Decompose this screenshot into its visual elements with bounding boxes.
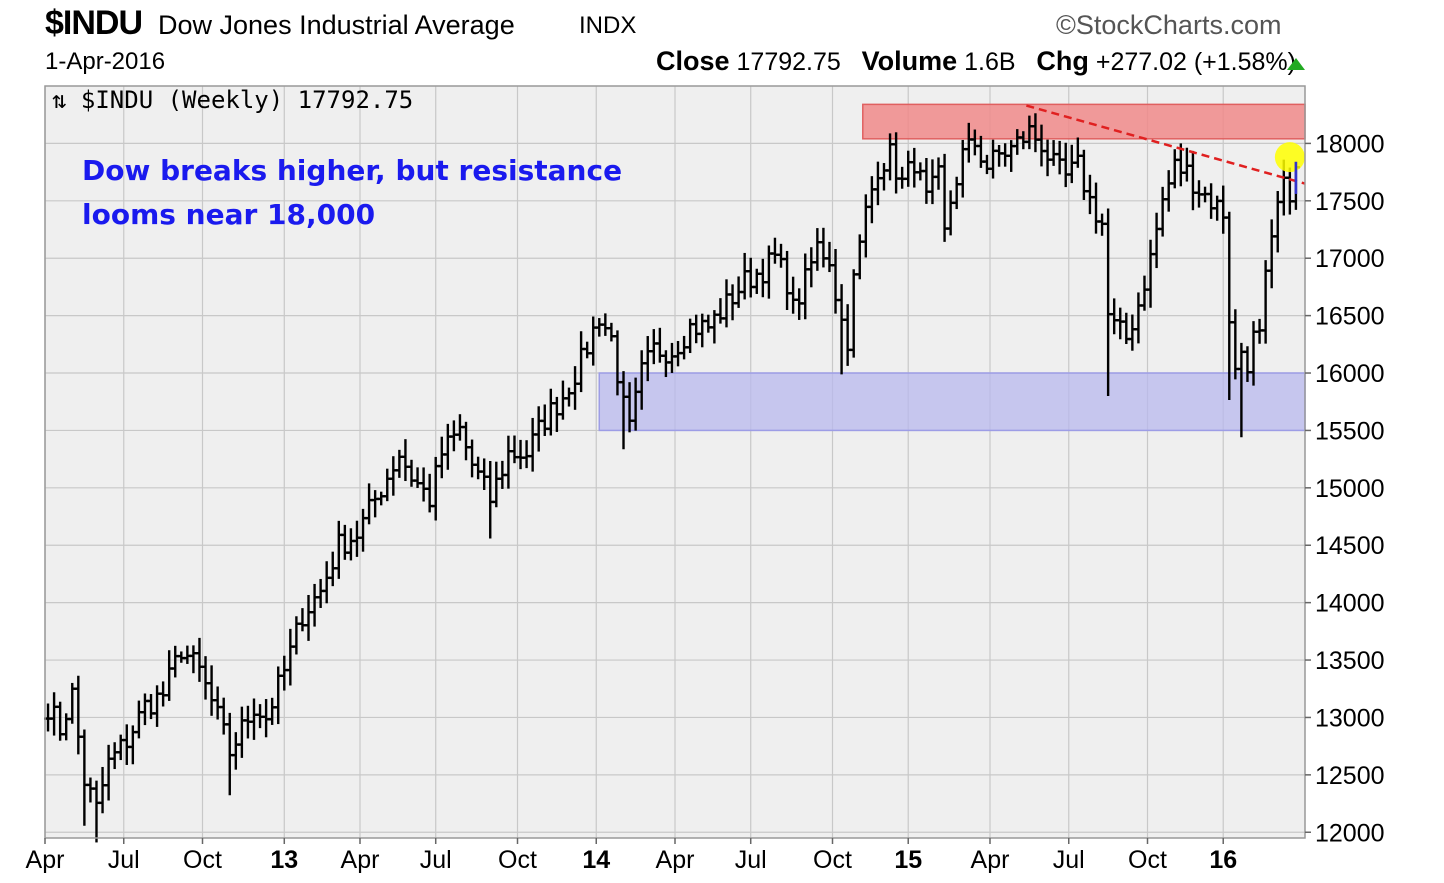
exchange-label: INDX bbox=[579, 12, 637, 39]
y-tick-label: 17500 bbox=[1315, 188, 1385, 216]
chg-label: Chg bbox=[1036, 46, 1089, 76]
x-axis: Apr Jul Oct 13 Apr Jul Oct 14 Apr Jul Oct 15 Apr Jul O… bbox=[26, 838, 1237, 874]
y-tick-label: 14500 bbox=[1315, 532, 1385, 560]
y-tick-label: 15500 bbox=[1315, 417, 1385, 445]
x-tick-label: Oct bbox=[1128, 846, 1167, 874]
y-tick-label: 12000 bbox=[1315, 819, 1385, 847]
chg-value: +277.02 (+1.58%) bbox=[1095, 48, 1296, 76]
y-tick-label: 13500 bbox=[1315, 647, 1385, 675]
volume-label: Volume bbox=[861, 46, 958, 76]
x-tick-label: 14 bbox=[582, 846, 610, 874]
y-tick-label: 16500 bbox=[1315, 303, 1385, 331]
support-band bbox=[598, 372, 1306, 432]
x-tick-label: 13 bbox=[270, 846, 298, 874]
close-value: 17792.75 bbox=[736, 48, 841, 76]
x-tick-label: Apr bbox=[26, 846, 65, 874]
annotation-line-1: Dow breaks higher, but resistance bbox=[82, 154, 623, 187]
y-tick-label: 18000 bbox=[1315, 130, 1385, 158]
close-label: Close bbox=[656, 46, 730, 76]
x-tick-label: Oct bbox=[498, 846, 537, 874]
x-tick-label: Jul bbox=[1053, 846, 1085, 874]
brand-watermark: ©StockCharts.com bbox=[1056, 10, 1282, 40]
y-tick-label: 14000 bbox=[1315, 590, 1385, 618]
resistance-trendline bbox=[1026, 104, 1306, 185]
chart-date: 1-Apr-2016 bbox=[45, 48, 166, 75]
series-label: ⇅ $INDU (Weekly) 17792.75 bbox=[52, 86, 414, 114]
x-tick-label: 16 bbox=[1209, 846, 1237, 874]
volume-value: 1.6B bbox=[964, 48, 1016, 76]
y-tick-label: 12500 bbox=[1315, 762, 1385, 790]
y-tick-label: 17000 bbox=[1315, 245, 1385, 273]
y-axis: 12000 12500 13000 13500 14000 14500 15000 15500… bbox=[1305, 130, 1385, 847]
up-arrow-icon bbox=[1287, 58, 1305, 70]
x-tick-label: Jul bbox=[735, 846, 767, 874]
x-tick-label: Oct bbox=[813, 846, 852, 874]
y-tick-label: 15000 bbox=[1315, 475, 1385, 503]
price-stats: Close 17792.75 Volume 1.6B Chg +277.02 (… bbox=[656, 46, 1296, 77]
index-name: Dow Jones Industrial Average bbox=[158, 10, 515, 40]
annotation-line-2: looms near 18,000 bbox=[82, 198, 376, 231]
highlight-marker bbox=[1274, 142, 1305, 173]
y-tick-label: 13000 bbox=[1315, 704, 1385, 732]
y-tick-label: 16000 bbox=[1315, 360, 1385, 388]
x-tick-label: 15 bbox=[894, 846, 922, 874]
x-tick-label: Oct bbox=[183, 846, 222, 874]
x-tick-label: Jul bbox=[108, 846, 140, 874]
x-tick-label: Apr bbox=[341, 846, 380, 874]
overlays bbox=[1026, 104, 1306, 194]
x-tick-label: Jul bbox=[420, 846, 452, 874]
x-tick-label: Apr bbox=[971, 846, 1010, 874]
ticker-symbol: $INDU bbox=[45, 4, 143, 42]
x-tick-label: Apr bbox=[656, 846, 695, 874]
price-bars bbox=[44, 113, 1300, 843]
